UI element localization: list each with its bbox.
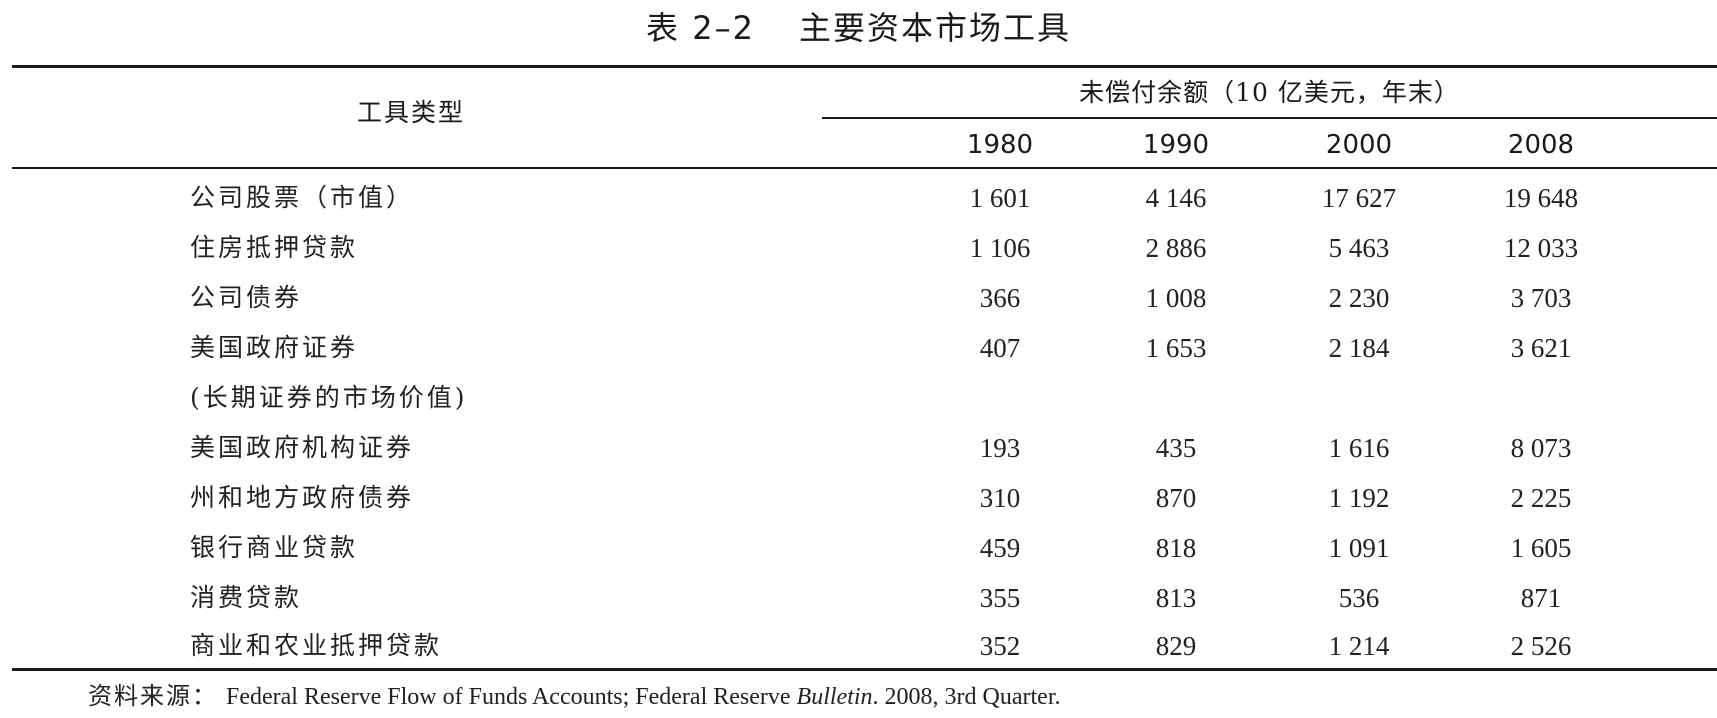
- cell-1990: 829: [1155, 631, 1197, 661]
- table-title-text: 主要资本市场工具: [798, 9, 1071, 47]
- cell-1980: 1 601: [969, 183, 1031, 213]
- cell-2008: 2 526: [1510, 631, 1572, 661]
- cell-1990: 1 653: [1145, 333, 1207, 363]
- cell-2008: 2 225: [1510, 483, 1572, 513]
- cell-1990: 818: [1155, 533, 1197, 563]
- source-text: Federal Reserve Flow of Funds Accounts; …: [226, 684, 797, 710]
- unit-header-rule: [822, 117, 1717, 119]
- cell-2000: 17 627: [1321, 183, 1397, 213]
- cell-2000: 5 463: [1328, 233, 1390, 263]
- cell-2008: 871: [1520, 583, 1562, 613]
- cell-2008: 12 033: [1503, 233, 1579, 263]
- cell-1990: 870: [1155, 483, 1197, 513]
- row-label: 公司债券: [190, 283, 303, 312]
- cell-1980: 352: [979, 631, 1021, 661]
- row-label: 美国政府机构证券: [190, 433, 415, 462]
- table-row: 消费贷款 355 813 536 871: [0, 574, 1717, 626]
- row-label: 美国政府证券: [190, 333, 359, 362]
- cell-1980: 310: [979, 483, 1021, 513]
- table-row: 银行商业贷款 459 818 1 091 1 605: [0, 524, 1717, 576]
- cell-2008: 8 073: [1510, 433, 1572, 463]
- cell-1990: 2 886: [1145, 233, 1207, 263]
- row-label: 公司股票（市值）: [190, 183, 415, 212]
- cell-1980: 366: [979, 283, 1021, 313]
- source-label: 资料来源：: [88, 682, 218, 710]
- row-label: 银行商业贷款: [190, 533, 359, 562]
- cell-1980: 193: [979, 433, 1021, 463]
- cell-1990: 1 008: [1145, 283, 1207, 313]
- table-title: 表 2–2 主要资本市场工具: [0, 4, 1717, 52]
- header-rule: [12, 167, 1717, 169]
- cell-2008: 19 648: [1503, 183, 1579, 213]
- cell-2008: 1 605: [1510, 533, 1572, 563]
- cell-1990: 435: [1155, 433, 1197, 463]
- cell-1980: 355: [979, 583, 1021, 613]
- bottom-rule: [12, 668, 1717, 671]
- cell-1990: 813: [1155, 583, 1197, 613]
- cell-2000: 1 214: [1328, 631, 1390, 661]
- cell-2000: 2 184: [1328, 333, 1390, 363]
- cell-1990: 4 146: [1145, 183, 1207, 213]
- year-header-1990: 1990: [1142, 130, 1210, 160]
- cell-1980: 407: [979, 333, 1021, 363]
- row-label: 州和地方政府债券: [190, 483, 415, 512]
- column-header-type: 工具类型: [356, 98, 465, 127]
- cell-2000: 2 230: [1328, 283, 1390, 313]
- column-header-unit: 未偿付余额（10 亿美元，年末）: [1079, 78, 1460, 107]
- cell-2000: 1 192: [1328, 483, 1390, 513]
- cell-2000: 1 616: [1328, 433, 1390, 463]
- table-row: (长期证券的市场价值): [0, 374, 1717, 426]
- cell-2000: 536: [1338, 583, 1380, 613]
- table-row: 公司债券 366 1 008 2 230 3 703: [0, 274, 1717, 326]
- table-row: 州和地方政府债券 310 870 1 192 2 225: [0, 474, 1717, 526]
- cell-1980: 459: [979, 533, 1021, 563]
- source-italic: Bulletin: [796, 684, 873, 710]
- table-row: 商业和农业抵押贷款 352 829 1 214 2 526: [0, 622, 1717, 674]
- cell-2008: 3 703: [1510, 283, 1572, 313]
- table-row: 公司股票（市值） 1 601 4 146 17 627 19 648: [0, 174, 1717, 226]
- row-label: 消费贷款: [190, 583, 303, 612]
- year-header-2000: 2000: [1325, 130, 1393, 160]
- table-row: 美国政府证券 407 1 653 2 184 3 621: [0, 324, 1717, 376]
- table-row: 住房抵押贷款 1 106 2 886 5 463 12 033: [0, 224, 1717, 276]
- table-number: 表 2–2: [646, 9, 755, 47]
- row-label: (长期证券的市场价值): [190, 383, 468, 412]
- year-header-2008: 2008: [1507, 130, 1575, 160]
- cell-2000: 1 091: [1328, 533, 1390, 563]
- source-text-end: . 2008, 3rd Quarter.: [872, 684, 1061, 710]
- row-label: 住房抵押贷款: [190, 233, 359, 262]
- year-header-1980: 1980: [966, 130, 1034, 160]
- cell-2008: 3 621: [1510, 333, 1572, 363]
- top-rule: [12, 65, 1717, 68]
- cell-1980: 1 106: [969, 233, 1031, 263]
- source-note: 资料来源： Federal Reserve Flow of Funds Accou…: [88, 680, 1061, 713]
- row-label: 商业和农业抵押贷款: [190, 631, 443, 660]
- table-row: 美国政府机构证券 193 435 1 616 8 073: [0, 424, 1717, 476]
